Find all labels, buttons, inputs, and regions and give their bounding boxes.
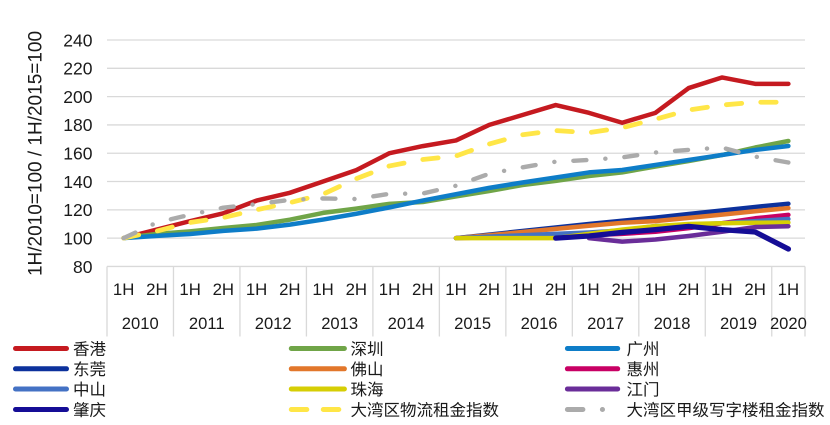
svg-text:1H: 1H [113, 280, 134, 299]
svg-text:1H/2010=100 / 1H/2015=100: 1H/2010=100 / 1H/2015=100 [26, 31, 47, 276]
svg-text:2H: 2H [213, 280, 234, 299]
svg-text:2H: 2H [611, 280, 632, 299]
svg-text:1H: 1H [246, 280, 267, 299]
svg-text:80: 80 [73, 257, 93, 277]
svg-text:2019: 2019 [720, 314, 757, 333]
svg-text:100: 100 [63, 228, 92, 248]
svg-text:1H: 1H [179, 280, 200, 299]
svg-text:2018: 2018 [654, 314, 691, 333]
svg-text:2012: 2012 [255, 314, 292, 333]
svg-text:1H: 1H [578, 280, 599, 299]
svg-text:2015: 2015 [454, 314, 491, 333]
svg-text:2020: 2020 [770, 314, 807, 333]
svg-text:220: 220 [63, 59, 92, 79]
svg-text:120: 120 [63, 200, 92, 220]
svg-text:2014: 2014 [388, 314, 425, 333]
svg-text:2017: 2017 [587, 314, 624, 333]
svg-text:1H: 1H [711, 280, 732, 299]
svg-text:2013: 2013 [321, 314, 358, 333]
svg-text:240: 240 [63, 30, 92, 50]
svg-text:1H: 1H [645, 280, 666, 299]
svg-text:2H: 2H [279, 280, 300, 299]
svg-text:1H: 1H [445, 280, 466, 299]
svg-text:2H: 2H [744, 280, 765, 299]
svg-text:160: 160 [63, 144, 92, 164]
svg-text:1H: 1H [312, 280, 333, 299]
svg-text:1H: 1H [778, 280, 799, 299]
svg-text:2H: 2H [146, 280, 167, 299]
svg-text:2H: 2H [678, 280, 699, 299]
svg-text:2H: 2H [412, 280, 433, 299]
svg-text:180: 180 [63, 115, 92, 135]
svg-text:2011: 2011 [189, 314, 225, 333]
svg-text:1H: 1H [379, 280, 400, 299]
svg-text:2H: 2H [545, 280, 566, 299]
svg-text:1H: 1H [512, 280, 533, 299]
svg-text:2016: 2016 [521, 314, 558, 333]
svg-text:2010: 2010 [122, 314, 159, 333]
svg-text:2H: 2H [479, 280, 500, 299]
svg-text:200: 200 [63, 87, 92, 107]
svg-text:140: 140 [63, 172, 92, 192]
svg-text:2H: 2H [346, 280, 367, 299]
